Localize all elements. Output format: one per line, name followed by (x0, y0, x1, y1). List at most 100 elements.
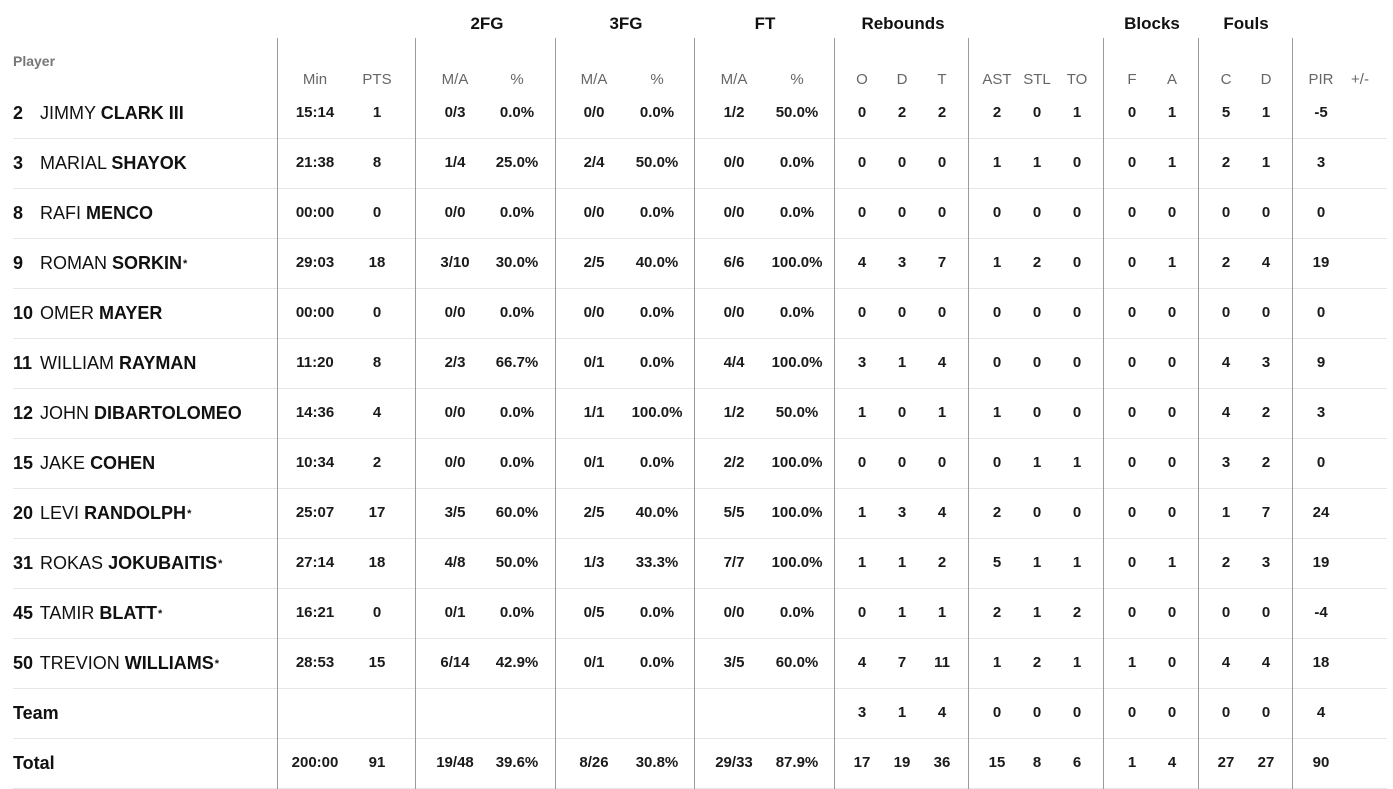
stat-pir: 9 (1316, 354, 1326, 371)
column-header-plusminus: +/- (1351, 71, 1369, 88)
player-first-name: TREVION (39, 653, 120, 673)
stat-foul-d: 4 (1261, 654, 1271, 671)
stat-foul-d: 3 (1261, 554, 1271, 571)
stat-ft-pct: 50.0% (775, 404, 819, 421)
stat-fg3-pct: 40.0% (635, 504, 679, 521)
starter-marker: * (218, 558, 223, 570)
stat-ft-pct: 0.0% (779, 204, 815, 221)
stat-reb-t: 0 (937, 454, 947, 471)
column-header-pir: PIR (1308, 71, 1334, 88)
stat-foul-d: 7 (1261, 504, 1271, 521)
stat-foul-c: 3 (1221, 454, 1231, 471)
player-first-name: WILLIAM (40, 353, 115, 373)
stat-foul-c: 4 (1221, 654, 1231, 671)
stat-min: 29:03 (295, 254, 335, 271)
stat-foul-d: 0 (1261, 204, 1271, 221)
stat-ft-ma: 5/5 (723, 504, 745, 521)
stat-to: 0 (1072, 254, 1082, 271)
stat-pir: 90 (1312, 754, 1330, 771)
stat-fg2-ma: 6/14 (440, 654, 470, 671)
player-last-name: SORKIN (112, 253, 183, 273)
stat-pir: -4 (1314, 604, 1328, 621)
column-divider (694, 38, 695, 789)
group-header-fouls: Fouls (1223, 14, 1269, 33)
stat-blk-a: 0 (1167, 354, 1177, 371)
stat-blk-f: 0 (1127, 454, 1137, 471)
stat-foul-d: 0 (1261, 604, 1271, 621)
stat-to: 0 (1072, 704, 1082, 721)
player-last-name: COHEN (90, 453, 156, 473)
group-header-blocks: Blocks (1124, 14, 1180, 33)
stat-reb-d: 1 (897, 604, 907, 621)
stat-foul-d: 0 (1261, 304, 1271, 321)
stat-ast: 0 (992, 454, 1002, 471)
column-header-reb-d: D (896, 71, 908, 88)
player-last-name: DIBARTOLOMEO (94, 403, 242, 423)
column-header-stl: STL (1023, 71, 1051, 88)
stat-stl: 0 (1032, 704, 1042, 721)
stat-reb-o: 1 (857, 404, 867, 421)
player-last-name: WILLIAMS (124, 653, 214, 673)
stat-reb-d: 1 (897, 704, 907, 721)
stat-fg2-pct: 0.0% (499, 454, 535, 471)
group-header-3fg: 3FG (609, 14, 643, 33)
stat-plusminus (1332, 438, 1388, 488)
stat-pts: 18 (368, 254, 386, 271)
team-row: Team 3 1 4 0 0 0 0 0 0 0 4 (13, 688, 1387, 739)
stat-fg3-ma: 0/0 (583, 104, 605, 121)
stat-blk-a: 0 (1167, 304, 1177, 321)
stat-pts: 2 (372, 454, 382, 471)
column-header-foul-c: C (1220, 71, 1232, 88)
stat-fg3-pct: 50.0% (635, 154, 679, 171)
stat-reb-d: 0 (897, 154, 907, 171)
stat-blk-a: 0 (1167, 704, 1177, 721)
stat-pir: -5 (1314, 104, 1328, 121)
column-divider (968, 38, 969, 789)
player-last-name: BLATT (99, 603, 158, 623)
stat-plusminus (1332, 738, 1388, 788)
stat-foul-d: 4 (1261, 254, 1271, 271)
stat-reb-o: 3 (857, 354, 867, 371)
stat-reb-o: 0 (857, 104, 867, 121)
stat-plusminus (1332, 688, 1388, 738)
stat-plusminus (1332, 538, 1388, 588)
stat-ft-ma: 0/0 (723, 204, 745, 221)
stat-to: 0 (1072, 404, 1082, 421)
table-row: 10 OMER MAYER 00:00 0 0/0 0.0% 0/0 0.0% 0/0 0.0%… (13, 288, 1387, 339)
stat-plusminus (1332, 588, 1388, 638)
column-header-pts: PTS (362, 71, 392, 88)
stat-ft-pct: 50.0% (775, 104, 819, 121)
player-number: 10 (13, 303, 34, 323)
stat-reb-t: 36 (933, 754, 951, 771)
stat-stl: 1 (1032, 454, 1042, 471)
stat-blk-a: 1 (1167, 104, 1177, 121)
column-header-ft-ma: M/A (720, 71, 748, 88)
stat-stl: 1 (1032, 554, 1042, 571)
column-divider (1198, 38, 1199, 789)
stat-reb-o: 0 (857, 454, 867, 471)
stat-ast: 15 (988, 754, 1006, 771)
stat-blk-f: 0 (1127, 604, 1137, 621)
stat-reb-o: 3 (857, 704, 867, 721)
stat-pir: 3 (1316, 404, 1326, 421)
stat-fg3-ma: 0/0 (583, 204, 605, 221)
stat-reb-d: 0 (897, 304, 907, 321)
stat-foul-c: 2 (1221, 154, 1231, 171)
stat-reb-o: 1 (857, 504, 867, 521)
stat-reb-t: 0 (937, 204, 947, 221)
column-header-foul-d: D (1260, 71, 1272, 88)
player-number: 31 (13, 553, 34, 573)
stat-foul-d: 0 (1261, 704, 1271, 721)
stat-blk-a: 0 (1167, 604, 1177, 621)
stat-fg2-ma: 19/48 (436, 754, 474, 771)
stat-reb-d: 0 (897, 204, 907, 221)
stat-fg2-pct: 39.6% (495, 754, 539, 771)
stat-blk-f: 0 (1127, 704, 1137, 721)
player-number: 11 (13, 353, 33, 373)
column-header-to: TO (1066, 71, 1088, 88)
stat-pir: 3 (1316, 154, 1326, 171)
stat-blk-a: 0 (1167, 504, 1177, 521)
stat-ft-ma: 4/4 (723, 354, 745, 371)
stat-pts: 0 (372, 604, 382, 621)
